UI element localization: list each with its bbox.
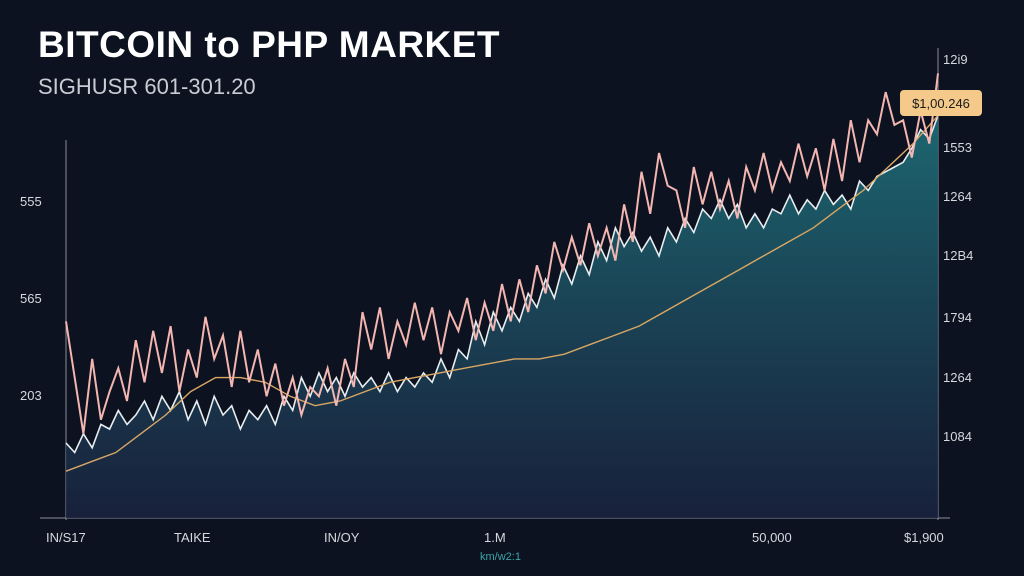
moving-average-line (65, 115, 939, 472)
right-tick: 1553 (943, 140, 972, 155)
x-sublabel: km/w2:1 (480, 551, 521, 563)
x-tick: 1.M (484, 530, 506, 545)
left-tick: 555 (20, 194, 42, 209)
price-tag-label: $1,00.246 (912, 96, 970, 111)
right-tick: 1084 (943, 429, 972, 444)
right-tick: 12i9 (943, 52, 968, 67)
left-tick: 565 (20, 291, 42, 306)
area-series-line (65, 115, 939, 454)
price-series-line (65, 73, 939, 434)
right-tick: 1264 (943, 189, 972, 204)
chart-title: BITCOIN to PHP MARKET (38, 24, 501, 65)
right-tick: 1794 (943, 310, 972, 325)
x-tick: IN/OY (324, 530, 360, 545)
x-tick: 50,000 (752, 530, 792, 545)
x-tick: IN/S17 (46, 530, 86, 545)
left-tick: 203 (20, 388, 42, 403)
right-tick: 1264 (943, 370, 972, 385)
price-tag: $1,00.246 (900, 90, 982, 116)
area-fill (66, 115, 938, 518)
right-tick: 12B4 (943, 248, 973, 263)
x-tick: $1,900 (904, 530, 944, 545)
x-tick: TAIKE (174, 530, 211, 545)
chart-subtitle: SIGHUSR 601-301.20 (38, 74, 256, 99)
